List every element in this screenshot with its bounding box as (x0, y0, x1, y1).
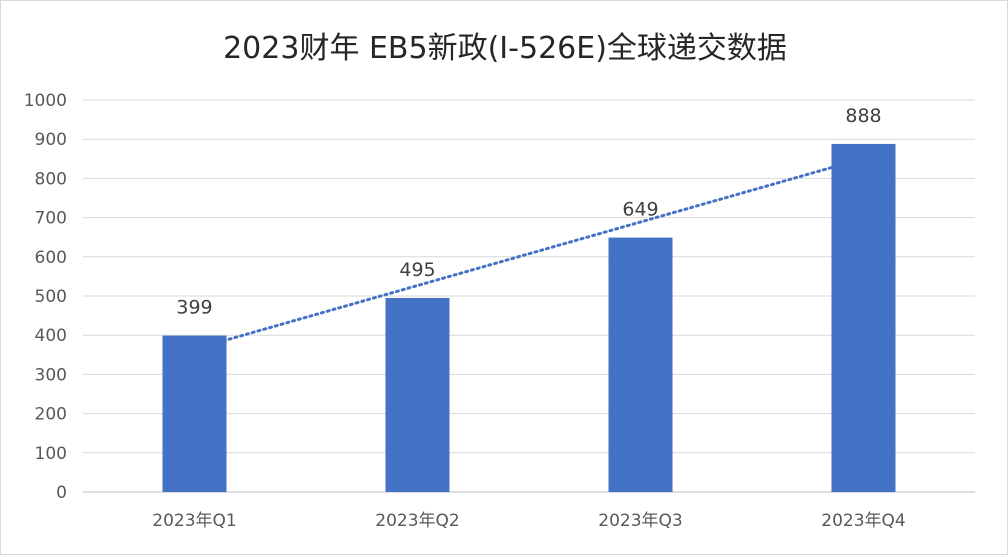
y-tick-label: 700 (35, 209, 67, 229)
bar (385, 297, 450, 492)
trendline-line (193, 156, 865, 351)
trendline (193, 156, 865, 351)
y-tick-label: 400 (35, 326, 67, 346)
gridlines (83, 99, 975, 493)
y-tick-label: 300 (35, 365, 67, 385)
y-tick-label: 600 (35, 248, 67, 268)
x-tick-label: 2023年Q3 (598, 511, 682, 531)
y-tick-label: 1000 (24, 91, 67, 111)
bar (608, 237, 673, 492)
x-tick-label: 2023年Q2 (375, 511, 459, 531)
data-labels: 399 495 649 888 (176, 105, 881, 319)
x-tick-label: 2023年Q4 (821, 511, 905, 531)
bar (162, 335, 227, 492)
data-label: 495 (399, 259, 435, 281)
data-label: 649 (622, 199, 658, 221)
data-label: 399 (176, 297, 212, 319)
chart-title: 2023财年 EB5新政(I-526E)全球递交数据 (223, 31, 787, 66)
x-tick-label: 2023年Q1 (152, 511, 236, 531)
y-tick-label: 900 (35, 130, 67, 150)
data-label: 888 (845, 105, 881, 127)
y-tick-label: 200 (35, 405, 67, 425)
y-tick-label: 0 (56, 483, 67, 503)
y-tick-label: 100 (35, 444, 67, 464)
y-tick-label: 800 (35, 169, 67, 189)
bar (831, 143, 896, 493)
y-axis-ticks: 0 100 200 300 400 500 600 700 800 900 1000 (24, 91, 67, 503)
bars (162, 143, 896, 493)
y-tick-label: 500 (35, 287, 67, 307)
x-axis-ticks: 2023年Q1 2023年Q2 2023年Q3 2023年Q4 (152, 511, 905, 531)
